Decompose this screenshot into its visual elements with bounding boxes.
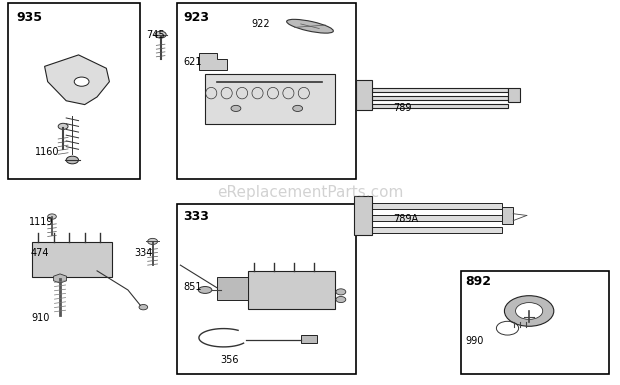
Circle shape xyxy=(336,289,346,295)
Circle shape xyxy=(336,296,346,303)
Circle shape xyxy=(516,303,542,320)
Circle shape xyxy=(231,105,241,112)
Bar xyxy=(7,3,140,179)
Text: 334: 334 xyxy=(134,248,153,258)
Circle shape xyxy=(66,156,79,164)
Ellipse shape xyxy=(198,286,212,293)
Circle shape xyxy=(74,77,89,86)
Bar xyxy=(177,204,356,374)
Circle shape xyxy=(139,305,148,310)
Text: 333: 333 xyxy=(184,210,210,223)
Text: 789A: 789A xyxy=(393,214,418,224)
Circle shape xyxy=(48,214,56,219)
Circle shape xyxy=(293,105,303,112)
Polygon shape xyxy=(45,55,109,105)
Bar xyxy=(372,88,508,92)
Bar xyxy=(32,242,112,276)
Bar xyxy=(372,216,502,221)
Bar xyxy=(301,335,317,343)
Text: 1160: 1160 xyxy=(35,147,60,157)
Text: 892: 892 xyxy=(466,275,492,288)
Text: 923: 923 xyxy=(184,11,210,24)
Text: 935: 935 xyxy=(17,11,43,24)
Bar xyxy=(372,228,502,233)
Text: 1119: 1119 xyxy=(29,218,54,228)
Bar xyxy=(372,203,502,209)
Text: 356: 356 xyxy=(221,355,239,365)
Circle shape xyxy=(155,31,166,38)
Text: 789: 789 xyxy=(393,103,412,113)
Bar xyxy=(218,276,248,300)
Text: 910: 910 xyxy=(31,313,50,323)
Polygon shape xyxy=(53,274,66,283)
Bar xyxy=(502,207,513,224)
Bar xyxy=(372,96,508,100)
Bar xyxy=(248,271,335,309)
Text: 474: 474 xyxy=(31,248,50,258)
Circle shape xyxy=(58,123,68,129)
Bar xyxy=(356,80,372,110)
Bar xyxy=(177,3,356,179)
Ellipse shape xyxy=(286,19,334,33)
Circle shape xyxy=(505,296,554,326)
Polygon shape xyxy=(199,53,227,70)
Text: 851: 851 xyxy=(184,282,202,292)
Circle shape xyxy=(148,238,157,244)
Text: 922: 922 xyxy=(251,18,270,28)
Bar xyxy=(508,88,520,102)
Text: 621: 621 xyxy=(184,57,202,67)
Text: 745: 745 xyxy=(146,30,165,40)
Bar xyxy=(372,104,508,109)
Text: eReplacementParts.com: eReplacementParts.com xyxy=(217,185,403,200)
Polygon shape xyxy=(205,74,335,124)
Bar xyxy=(355,196,372,234)
Text: 990: 990 xyxy=(466,336,484,346)
Bar xyxy=(461,271,609,374)
